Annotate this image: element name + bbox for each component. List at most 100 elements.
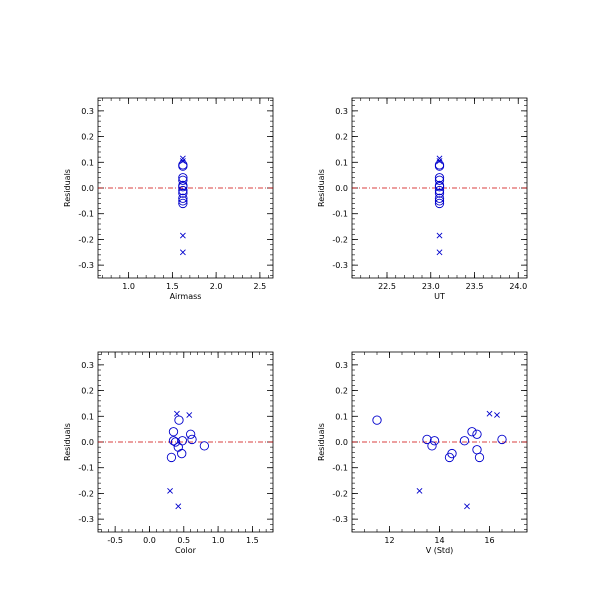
residual-cross-point [179,249,186,256]
residual-cross-point [174,410,180,417]
residual-circle-point [429,436,440,446]
y-tick-label: 0.1 [81,158,94,167]
x-axis-label: V (Std) [426,546,454,555]
y-tick-label: 0.0 [335,438,348,447]
residual-circle-point [178,193,188,203]
y-tick-label: -0.3 [332,515,348,524]
residual-cross-point [179,158,186,164]
residual-circle-point [434,185,445,196]
y-tick-label: -0.1 [332,464,348,473]
y-tick-label: 0.1 [335,412,348,421]
residual-cross-point [186,412,193,418]
residual-cross-point [179,232,186,239]
y-tick-label: -0.2 [78,235,94,244]
residual-circle-point [497,434,507,445]
residual-circle-point [178,188,188,198]
x-tick-label: 1.0 [122,282,135,291]
y-tick-label: -0.3 [332,261,348,270]
x-tick-label: 22.5 [378,282,396,291]
residual-circle-point [178,182,188,192]
residual-circle-point [467,427,477,437]
residual-circle-point [434,161,445,171]
residual-cross-point [464,503,470,510]
plots-group: 1.0 1.5 2.0 2.5 -0.3 -0.2 -0.1 0.0 0.1 0.2 0.3 Airm… [63,97,528,555]
y-tick-label: 0.0 [81,438,94,447]
residual-cross-point [436,155,443,162]
y-axis-label: Residuals [317,169,326,207]
y-tick-label: -0.2 [332,235,348,244]
residual-circle-point [459,436,470,446]
residual-cross-point [167,487,173,494]
residual-cross-point [436,232,443,239]
x-tick-label: -0.5 [107,536,123,545]
x-tick-label: 2.5 [254,282,267,291]
y-tick-label: -0.1 [332,210,348,219]
y-tick-label: -0.3 [78,515,94,524]
y-tick-label: 0.3 [81,107,94,116]
residual-circle-point [434,175,445,185]
x-tick-label: 1.0 [212,536,225,545]
y-tick-label: 0.2 [335,387,348,396]
y-axis-label: Residuals [63,423,72,461]
x-tick-label: 0.5 [177,536,190,545]
residual-cross-point [179,155,186,162]
residual-plot-2: 22.5 23.0 23.5 24.0 -0.3 -0.2 -0.1 0.0 0.1 0.2 0.3… [317,97,528,301]
y-tick-label: 0.3 [335,361,348,370]
y-tick-label: 0.3 [81,361,94,370]
residual-circle-point [427,441,437,451]
residual-circle-point [434,173,445,183]
y-tick-label: -0.2 [78,489,94,498]
x-tick-label: 12 [384,536,394,545]
residual-circle-point [434,193,445,203]
residual-cross-point [494,412,500,418]
y-tick-label: -0.1 [78,210,94,219]
x-tick-label: 16 [484,536,494,545]
residual-circle-point [168,436,179,446]
y-tick-label: 0.2 [81,133,94,142]
residual-circle-point [178,173,188,183]
x-axis-label: UT [434,292,445,301]
y-tick-label: 0.1 [335,158,348,167]
residual-circle-point [178,185,188,196]
x-axis-label: Color [175,546,197,555]
x-tick-label: 14 [434,536,444,545]
y-axis-label: Residuals [317,423,326,461]
x-tick-label: 1.5 [246,536,259,545]
x-tick-label: 2.0 [210,282,223,291]
residual-circle-point [444,452,455,463]
y-tick-label: 0.0 [335,184,348,193]
y-tick-label: 0.2 [335,133,348,142]
residual-circle-point [472,429,482,439]
residual-circle-point [422,434,432,445]
y-tick-label: -0.1 [78,464,94,473]
residual-cross-point [486,410,493,417]
y-tick-label: 0.1 [81,412,94,421]
x-tick-label: 23.0 [422,282,440,291]
residual-plot-1: 1.0 1.5 2.0 2.5 -0.3 -0.2 -0.1 0.0 0.1 0.2 0.3 Airm… [63,97,274,301]
residual-circle-point [187,434,197,445]
y-tick-label: 0.0 [81,184,94,193]
residual-circle-point [166,452,177,463]
residual-circle-point [434,198,445,209]
residual-circle-point [434,188,445,198]
residual-circle-point [168,427,179,437]
residual-circle-point [474,452,485,463]
residual-cross-point [175,503,182,510]
residual-cross-point [436,249,443,256]
residual-circle-point [177,448,187,459]
y-tick-label: -0.2 [332,489,348,498]
x-tick-label: 1.5 [166,282,179,291]
residual-circle-point [177,436,188,446]
residual-circle-point [434,182,445,192]
residual-circle-point [185,429,196,439]
residual-plot-4: 12 14 16 -0.3 -0.2 -0.1 0.0 0.1 0.2 0.3 V (Std) Res… [317,351,528,555]
residual-circle-point [178,198,188,209]
residual-circle-point [372,415,382,425]
residual-cross-point [416,487,423,494]
residual-circle-point [178,175,188,185]
x-axis-label: Airmass [170,292,202,301]
residual-circle-point [170,437,181,447]
y-axis-label: Residuals [63,169,72,207]
